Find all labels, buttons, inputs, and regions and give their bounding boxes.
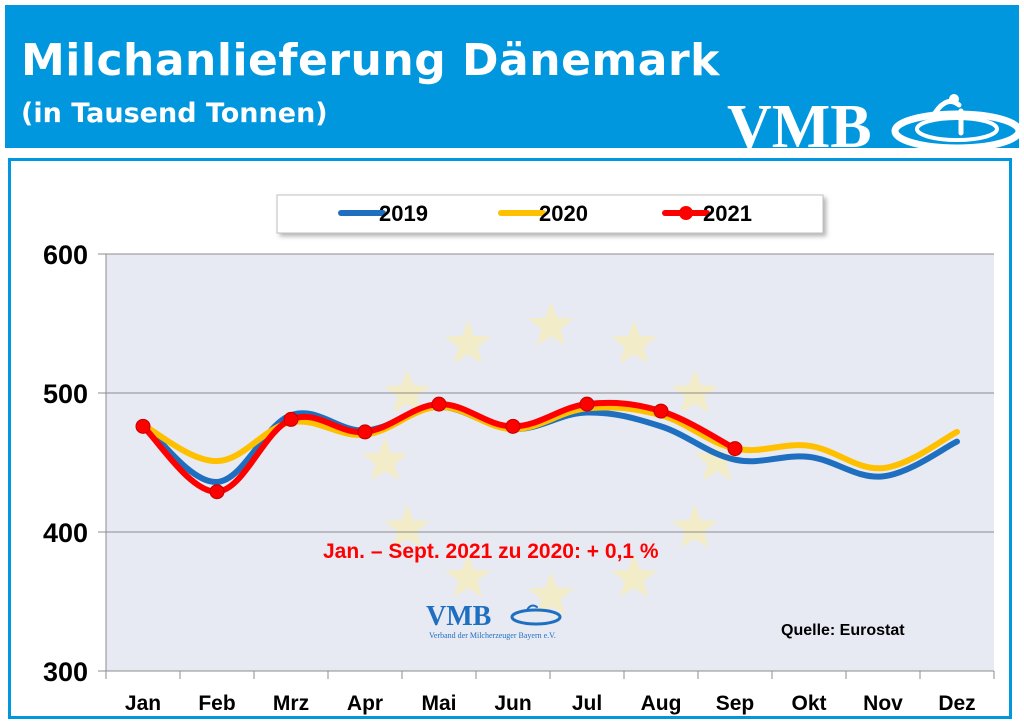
data-point-2021 [209,484,225,500]
y-tick-label: 400 [43,518,88,548]
x-tick-label: Nov [863,692,903,715]
x-tick-label: Feb [198,692,235,715]
eu-star-icon [611,320,657,364]
eu-star-icon [445,553,491,598]
data-point-2021 [357,424,373,440]
vmb-logo: VMB [727,93,1023,153]
legend-box [276,194,824,234]
y-axis: 300 400 500 600 [43,240,107,687]
y-tick-label: 500 [43,379,88,409]
watermark-logo-text: VMB [426,601,491,632]
x-tick-label: Apr [347,692,383,715]
eu-star-icon [611,553,657,598]
eu-star-icon [362,437,408,481]
data-point-2021 [431,396,447,412]
legend-label-2020: 2020 [539,201,588,226]
eu-star-icon [445,320,491,364]
legend-label-2019: 2019 [379,201,428,226]
data-point-2021 [505,418,521,434]
eu-star-icon [528,302,574,346]
chart: 300 400 500 600 Jan Feb Mrz Apr Mai Jun Jul Aug Sep… [43,194,995,715]
x-axis: Jan Feb Mrz Apr Mai Jun Jul Aug Sep Okt Nov Dez [105,670,995,715]
x-tick-label: Aug [641,692,682,715]
watermark-swoosh-icon [510,604,562,626]
data-point-2021 [579,396,595,412]
page-title: Milchanlieferung Dänemark [21,35,720,86]
chart-frame: 300 400 500 600 Jan Feb Mrz Apr Mai Jun Jul Aug Sep… [8,158,1012,719]
eu-star-icon [672,369,718,413]
header-banner: Milchanlieferung Dänemark (in Tausend To… [5,5,1023,153]
legend-marker-2021 [679,206,693,220]
watermark-tagline: Verband der Milcherzeuger Bayern e.V. [429,631,556,640]
source-text: Quelle: Eurostat [781,622,905,639]
x-tick-label: Jan [125,692,161,715]
x-tick-label: Mai [421,692,456,715]
x-tick-label: Jun [494,692,531,715]
eu-star-icon [694,437,740,481]
eu-star-icon [672,504,718,548]
legend: 2019 2020 2021 [276,194,824,234]
legend-label-2021: 2021 [703,201,752,226]
page-subtitle: (in Tausend Tonnen) [21,98,328,129]
eu-star-icon [384,369,430,413]
x-tick-label: Jul [572,692,602,715]
watermark-logo: VMB Verband der Milcherzeuger Bayern e.V… [426,601,562,640]
data-point-2021 [135,418,151,434]
x-tick-label: Okt [791,692,826,715]
annotation-text: Jan. – Sept. 2021 zu 2020: + 0,1 % [323,540,659,563]
y-tick-label: 600 [43,240,88,270]
data-point-2021 [283,411,299,427]
x-tick-label: Mrz [273,692,309,715]
data-point-2021 [727,441,743,457]
eu-star-icon [384,504,430,548]
x-tick-label: Dez [938,692,975,715]
y-tick-label: 300 [43,657,88,687]
eu-stars-watermark [362,302,740,616]
eu-star-icon [528,572,574,616]
vmb-swoosh-icon [891,94,1023,152]
data-point-2021 [653,403,669,419]
series-markers [135,396,743,500]
x-tick-label: Sep [716,692,755,715]
vmb-logo-text: VMB [727,93,872,153]
